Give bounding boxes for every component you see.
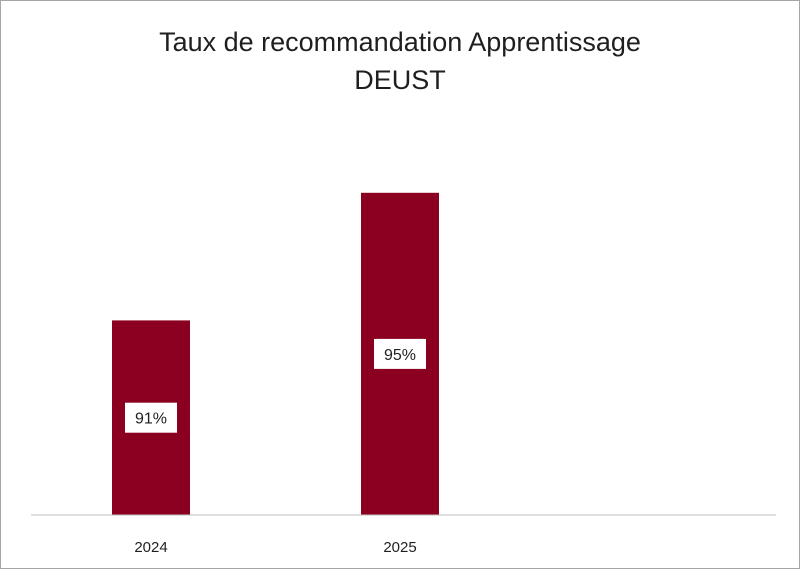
data-labels: 91% 95%	[125, 338, 426, 433]
x-axis-ticks: 2024 2025	[134, 539, 416, 556]
data-label-box-2025	[374, 338, 426, 369]
data-label-box-2024	[125, 402, 177, 433]
x-tick-label-2024: 2024	[134, 539, 167, 556]
chart-title: Taux de recommandation Apprentissage DEU…	[159, 27, 641, 95]
data-label-2024: 91%	[135, 411, 167, 428]
chart-title-line-2: DEUST	[354, 65, 446, 95]
x-tick-label-2025: 2025	[383, 539, 416, 556]
data-label-2025: 95%	[384, 347, 416, 364]
chart-title-line-1: Taux de recommandation Apprentissage	[159, 27, 641, 57]
